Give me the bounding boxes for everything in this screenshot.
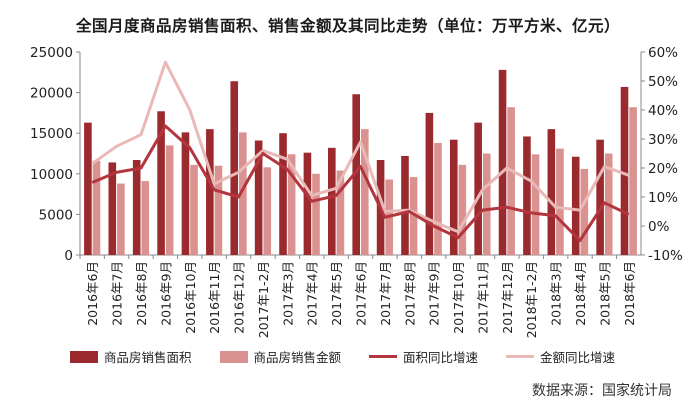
x-tick-label: 2018年1-2月 xyxy=(524,261,539,338)
bar-amount xyxy=(239,132,247,255)
legend-label-area-yoy: 面积同比增速 xyxy=(403,350,479,365)
bar-amount xyxy=(409,177,418,255)
x-tick-label: 2016年6月 xyxy=(85,261,100,326)
y-left-tick-label: 20000 xyxy=(30,86,73,102)
y-left-tick-label: 25000 xyxy=(30,45,73,61)
bar-amount xyxy=(117,183,125,255)
bar-amount xyxy=(263,167,272,255)
bar-amount xyxy=(165,145,174,255)
bar-area xyxy=(303,152,312,255)
bar-area xyxy=(449,139,458,255)
bar-area xyxy=(352,94,360,255)
x-tick-label: 2016年10月 xyxy=(183,261,198,334)
y-right-tick-label: 20% xyxy=(648,161,678,177)
bar-area xyxy=(571,156,580,255)
bar-area xyxy=(401,155,409,255)
x-tick-label: 2018年6月 xyxy=(622,261,637,326)
bar-amount xyxy=(556,148,564,255)
line-area-yoy xyxy=(91,124,630,242)
bar-area xyxy=(157,111,165,255)
y-left-tick-label: 10000 xyxy=(30,167,73,183)
bar-amount xyxy=(287,154,296,255)
bar-area xyxy=(498,69,507,255)
bar-amount xyxy=(482,153,491,255)
y-right-tick-label: 50% xyxy=(648,74,678,90)
bar-area xyxy=(596,139,604,255)
x-tick-label: 2017年5月 xyxy=(329,261,344,326)
bar-area xyxy=(84,122,92,255)
bar-amount xyxy=(312,173,320,255)
bar-amount xyxy=(434,142,442,255)
bar-area xyxy=(132,159,141,255)
bar-area xyxy=(108,162,117,255)
x-tick-label: 2016年7月 xyxy=(110,261,125,326)
y-right-tick-label: 40% xyxy=(648,103,678,119)
y-left-tick-label: 5000 xyxy=(39,207,73,223)
bar-area xyxy=(474,122,482,255)
x-tick-label: 2016年12月 xyxy=(232,261,247,334)
bar-area xyxy=(328,147,336,255)
bar-amount xyxy=(580,168,589,255)
bar-amount xyxy=(361,129,369,255)
x-tick-label: 2017年3月 xyxy=(280,261,295,326)
bar-amount xyxy=(141,181,150,255)
x-tick-label: 2016年9月 xyxy=(158,261,173,326)
y-right-tick-label: -10% xyxy=(648,248,683,264)
bar-area xyxy=(230,81,239,256)
y-right-tick-label: 10% xyxy=(648,190,678,206)
y-left-tick-label: 0 xyxy=(64,248,73,264)
legend-item-amount-yoy: 金额同比增速 xyxy=(506,347,615,366)
x-tick-label: 2018年3月 xyxy=(549,261,564,326)
x-tick-label: 2017年1-2月 xyxy=(256,261,271,338)
x-tick-label: 2018年5月 xyxy=(597,261,612,326)
bar-amount xyxy=(92,160,101,255)
bar-amount xyxy=(629,107,637,255)
y-right-tick-label: 0% xyxy=(648,219,670,235)
bar-amount xyxy=(531,154,540,255)
legend-label-area: 商品房销售面积 xyxy=(104,350,192,365)
bar-amount xyxy=(507,107,515,255)
y-left-tick-label: 15000 xyxy=(30,126,73,142)
legend: 商品房销售面积 商品房销售金额 面积同比增速 金额同比增速 xyxy=(70,347,643,366)
bar-amount xyxy=(190,164,198,255)
bar-amount xyxy=(214,165,223,255)
bar-area xyxy=(523,136,531,255)
x-tick-label: 2017年6月 xyxy=(354,261,369,326)
chart-title: 全国月度商品房销售面积、销售金额及其同比走势（单位：万平方米、亿元） xyxy=(76,17,621,35)
legend-item-area: 商品房销售面积 xyxy=(70,347,192,366)
x-tick-label: 2017年7月 xyxy=(378,261,393,326)
legend-swatch-area-yoy xyxy=(369,355,398,358)
bar-area xyxy=(181,132,190,255)
legend-label-amount: 商品房销售金额 xyxy=(253,350,342,365)
bar-area xyxy=(254,140,263,255)
bar-amount xyxy=(458,164,467,255)
bar-area xyxy=(425,112,434,256)
x-tick-label: 2016年8月 xyxy=(134,261,149,326)
line-amount-yoy xyxy=(91,60,630,234)
legend-swatch-area xyxy=(70,350,98,363)
bar-area xyxy=(279,133,287,255)
legend-swatch-amount xyxy=(219,350,248,363)
y-right-tick-label: 60% xyxy=(648,45,678,61)
x-tick-label: 2017年12月 xyxy=(500,261,515,334)
legend-item-area-yoy: 面积同比增速 xyxy=(369,347,478,366)
x-tick-label: 2016年11月 xyxy=(207,261,222,334)
x-tick-label: 2017年8月 xyxy=(402,261,417,326)
bar-amount xyxy=(336,170,345,255)
y-right-tick-label: 30% xyxy=(648,132,678,148)
bar-area xyxy=(547,129,556,255)
x-tick-label: 2018年4月 xyxy=(573,261,588,326)
legend-label-amount-yoy: 金额同比增速 xyxy=(540,350,616,365)
legend-swatch-amount-yoy xyxy=(506,355,535,358)
bar-area xyxy=(620,86,629,255)
x-tick-label: 2017年9月 xyxy=(427,261,442,326)
bar-area xyxy=(206,129,214,255)
x-tick-label: 2017年4月 xyxy=(305,261,320,326)
legend-item-amount: 商品房销售金额 xyxy=(219,347,342,366)
source-note: 数据来源：国家统计局 xyxy=(532,383,672,399)
x-tick-label: 2017年11月 xyxy=(475,261,490,334)
x-tick-label: 2017年10月 xyxy=(451,261,466,334)
